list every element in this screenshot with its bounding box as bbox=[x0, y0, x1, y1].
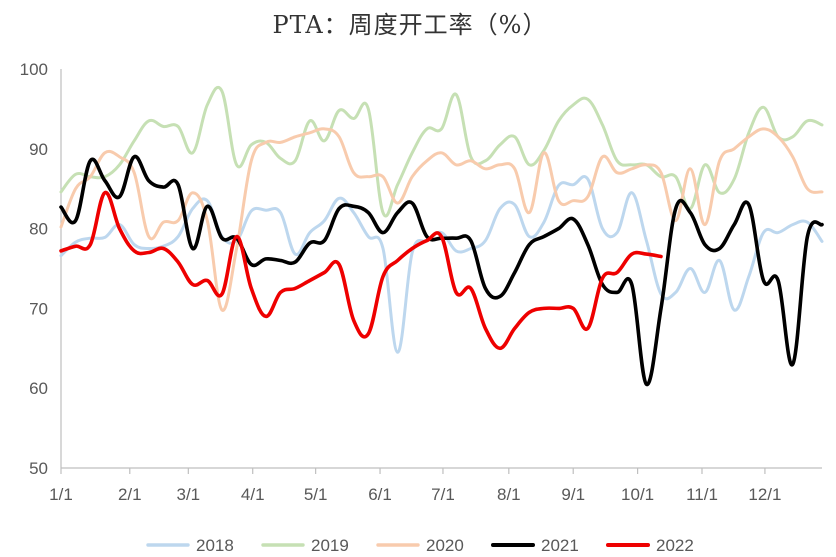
legend-label-2018: 2018 bbox=[196, 536, 234, 555]
legend-label-2020: 2020 bbox=[426, 536, 464, 555]
y-tick-label: 80 bbox=[29, 220, 48, 239]
x-tick-label: 10/1 bbox=[621, 485, 654, 504]
x-tick-label: 9/1 bbox=[561, 485, 585, 504]
y-tick-label: 50 bbox=[29, 459, 48, 478]
x-tick-label: 11/1 bbox=[686, 485, 718, 504]
x-tick-label: 8/1 bbox=[497, 485, 521, 504]
series-line-2019 bbox=[59, 85, 824, 218]
legend-label-2022: 2022 bbox=[656, 536, 694, 555]
legend-label-2021: 2021 bbox=[541, 536, 579, 555]
x-tick-label: 1/1 bbox=[49, 485, 73, 504]
x-tick-label: 3/1 bbox=[177, 485, 201, 504]
y-tick-label: 60 bbox=[29, 379, 48, 398]
chart-title: PTA：周度开工率（%） bbox=[273, 11, 548, 39]
x-tick-label: 5/1 bbox=[304, 485, 328, 504]
legend-label-2019: 2019 bbox=[311, 536, 349, 555]
y-tick-label: 70 bbox=[29, 299, 48, 318]
series-line-2022 bbox=[59, 190, 663, 351]
x-axis-ticks: 1/1 2/1 3/1 4/1 5/1 6/1 7/1 8/1 9/1 10/1 11/1 12/1 bbox=[49, 468, 781, 504]
y-tick-label: 100 bbox=[20, 60, 48, 79]
x-tick-label: 2/1 bbox=[118, 485, 142, 504]
x-tick-label: 6/1 bbox=[368, 485, 392, 504]
x-tick-label: 4/1 bbox=[241, 485, 265, 504]
x-tick-label: 12/1 bbox=[748, 485, 781, 504]
series-line-2020 bbox=[59, 127, 824, 312]
series-lines bbox=[59, 85, 824, 387]
x-tick-label: 7/1 bbox=[431, 485, 455, 504]
legend: 2018 2019 2020 2021 2022 bbox=[146, 536, 694, 555]
y-axis-ticks: 50 60 70 80 90 100 bbox=[20, 60, 48, 478]
series-line-2018 bbox=[59, 175, 824, 354]
y-tick-label: 90 bbox=[29, 140, 48, 159]
series-line-2021 bbox=[59, 154, 824, 387]
